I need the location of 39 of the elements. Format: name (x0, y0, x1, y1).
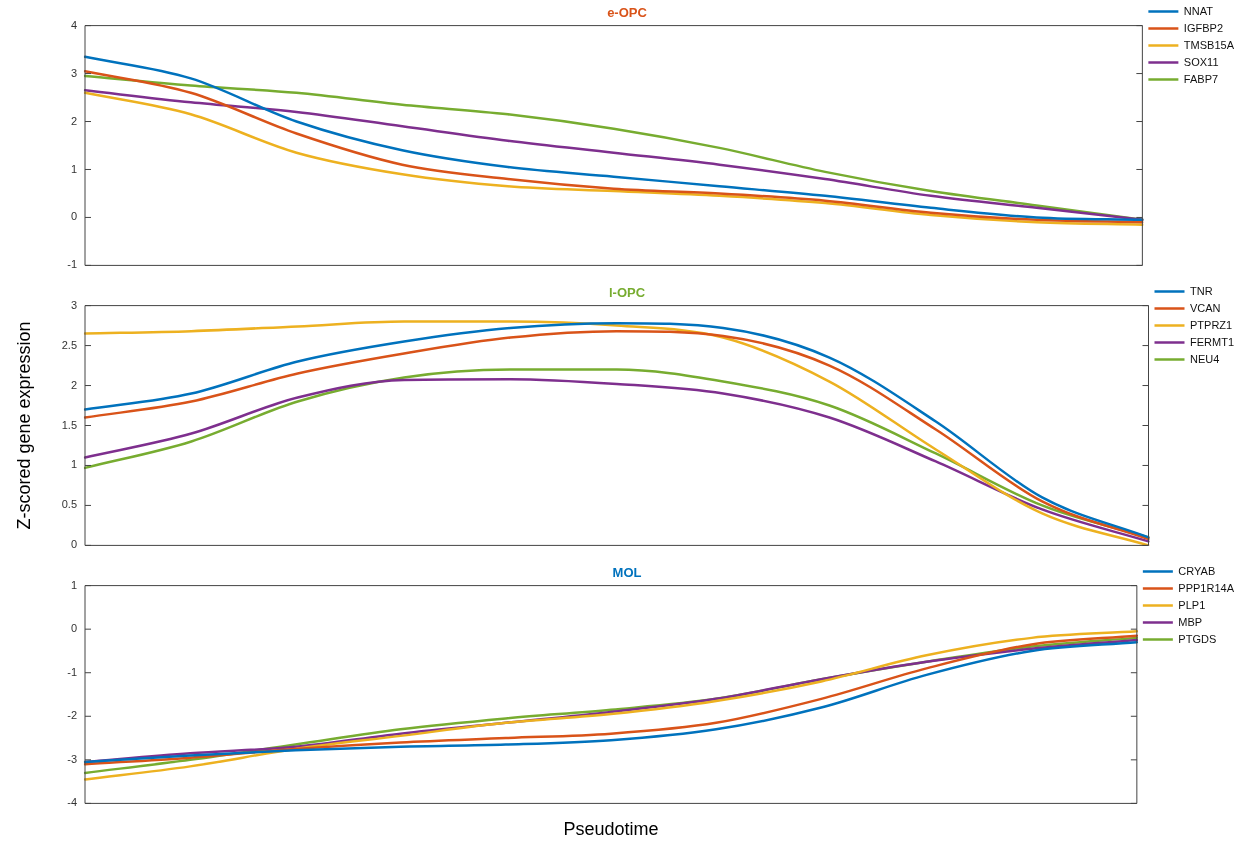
y-tick-label: 1 (70, 458, 77, 471)
y-tick-label: -2 (67, 709, 77, 722)
legend-label: CRYAB (1178, 564, 1216, 577)
y-tick-label: 2.5 (61, 338, 77, 351)
legend-label: SOX11 (1183, 55, 1219, 68)
y-tick-label: 2 (70, 378, 77, 391)
legend-label: PTPRZ1 (1190, 318, 1233, 331)
legend-label: VCAN (1190, 301, 1221, 314)
legend-label: PPP1R14A (1178, 581, 1235, 594)
chart-title: e-OPC (607, 5, 648, 21)
y-tick-label: -1 (67, 258, 77, 271)
y-tick-label: 0 (70, 538, 77, 551)
y-tick-label: 1 (70, 162, 77, 175)
y-tick-label: -3 (67, 752, 77, 765)
y-tick-label: 0 (70, 210, 77, 223)
legend-label: NEU4 (1190, 352, 1220, 365)
y-tick-label: 3 (70, 298, 77, 311)
legend-label: FABP7 (1183, 72, 1219, 85)
legend-label: FERMT1 (1190, 335, 1234, 348)
y-tick-label: 0 (70, 622, 77, 635)
y-tick-label: 0.5 (61, 498, 77, 511)
legend-label: PLP1 (1178, 598, 1206, 611)
legend-label: NNAT (1183, 4, 1214, 17)
y-axis-title: Z-scored gene expression (13, 321, 34, 530)
legend-label: PTGDS (1178, 632, 1217, 645)
legend-label: IGFBP2 (1183, 21, 1223, 34)
chart-title: MOL (612, 565, 642, 581)
y-tick-label: 3 (70, 66, 77, 79)
legend-label: MBP (1178, 615, 1203, 628)
x-axis-title: Pseudotime (563, 819, 659, 840)
y-tick-label: 1 (70, 578, 77, 591)
legend-label: TMSB15A (1183, 38, 1235, 51)
legend-label: TNR (1190, 284, 1213, 297)
y-tick-label: -1 (67, 665, 77, 678)
y-tick-label: -4 (67, 796, 77, 809)
chart-title: l-OPC (608, 285, 646, 301)
y-tick-label: 4 (70, 18, 77, 31)
y-tick-label: 2 (70, 114, 77, 127)
y-tick-label: 1.5 (61, 418, 77, 431)
